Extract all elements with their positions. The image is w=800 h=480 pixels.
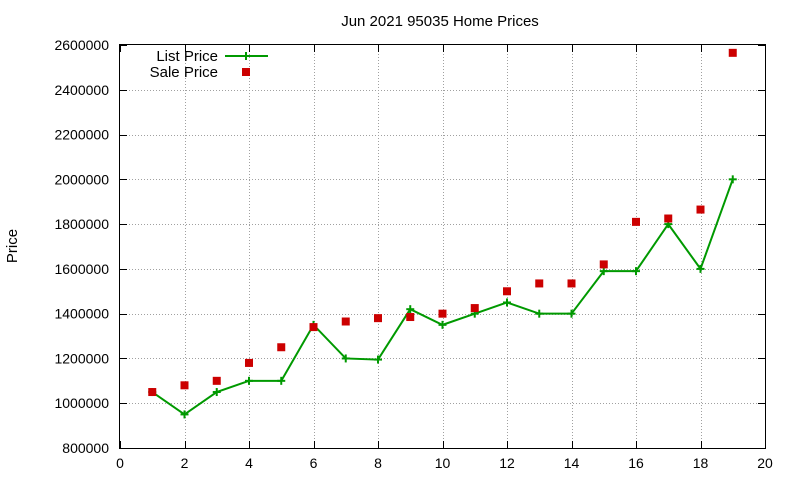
x-tick-label: 4 <box>245 455 253 471</box>
sale-price-point <box>374 314 382 323</box>
axis-ticks: 0 2 4 6 8 10 12 14 16 18 20 800000 1000000 1200000 140… <box>54 37 773 471</box>
x-tick-label: 12 <box>499 455 515 471</box>
sale-price-point <box>535 279 544 288</box>
sale-price-point <box>470 304 479 313</box>
sale-price-point <box>406 313 415 322</box>
list-price-point <box>599 267 608 276</box>
y-tick-label: 1600000 <box>54 261 109 277</box>
x-tick-label: 18 <box>693 455 709 471</box>
sale-price-point <box>728 48 737 57</box>
y-tick-label: 1000000 <box>54 395 109 411</box>
sale-price-point <box>599 260 608 269</box>
list-price-point <box>696 264 705 273</box>
x-tick-label: 20 <box>757 455 773 471</box>
list-price-point <box>277 376 286 385</box>
list-price-point <box>535 309 544 318</box>
grid-lines <box>120 45 765 448</box>
list-price-point <box>180 410 189 419</box>
list-price-point <box>728 175 737 184</box>
x-tick-label: 14 <box>564 455 580 471</box>
list-price-line <box>151 178 734 416</box>
y-axis-label: Price <box>4 229 21 263</box>
sale-price-point <box>148 388 157 397</box>
sale-price-point <box>309 323 318 332</box>
sale-price-point <box>696 205 705 214</box>
y-tick-label: 1800000 <box>54 216 109 232</box>
legend-square-swatch <box>242 68 250 76</box>
legend-label: Sale Price <box>150 64 218 81</box>
sale-price-point <box>567 279 576 288</box>
sale-price-point <box>632 217 640 226</box>
list-price-point <box>212 388 221 397</box>
legend-cross-swatch <box>242 52 250 60</box>
x-tick-label: 16 <box>628 455 644 471</box>
y-tick-label: 2400000 <box>54 82 109 98</box>
list-price-point <box>632 267 640 276</box>
list-price-point <box>341 354 350 363</box>
sale-price-point <box>212 376 221 385</box>
x-tick-label: 10 <box>435 455 451 471</box>
chart-title: Jun 2021 95035 Home Prices <box>341 13 539 30</box>
sale-price-point <box>503 287 511 296</box>
plot-frame <box>119 44 766 449</box>
list-price-point <box>503 298 511 307</box>
y-tick-label: 2600000 <box>54 37 109 53</box>
y-tick-label: 2000000 <box>54 171 109 187</box>
y-tick-label: 2200000 <box>54 127 109 143</box>
sale-price-point <box>245 358 253 367</box>
list-price-point <box>567 309 576 318</box>
list-price-point <box>438 320 447 329</box>
list-price-point <box>406 305 415 314</box>
legend-label: List Price <box>156 48 218 65</box>
x-tick-label: 6 <box>310 455 318 471</box>
sale-price-point <box>664 214 673 223</box>
list-price-point <box>374 355 382 364</box>
y-tick-label: 800000 <box>62 440 109 456</box>
sale-price-point <box>341 317 350 326</box>
sale-price-point <box>180 381 189 390</box>
plot-series <box>148 48 737 419</box>
sale-price-point <box>438 309 447 318</box>
list-price-point <box>245 376 253 385</box>
y-tick-label: 1400000 <box>54 306 109 322</box>
x-tick-label: 0 <box>116 455 124 471</box>
x-tick-label: 8 <box>374 455 382 471</box>
sale-price-point <box>277 343 286 352</box>
x-tick-label: 2 <box>181 455 189 471</box>
y-tick-label: 1200000 <box>54 350 109 366</box>
